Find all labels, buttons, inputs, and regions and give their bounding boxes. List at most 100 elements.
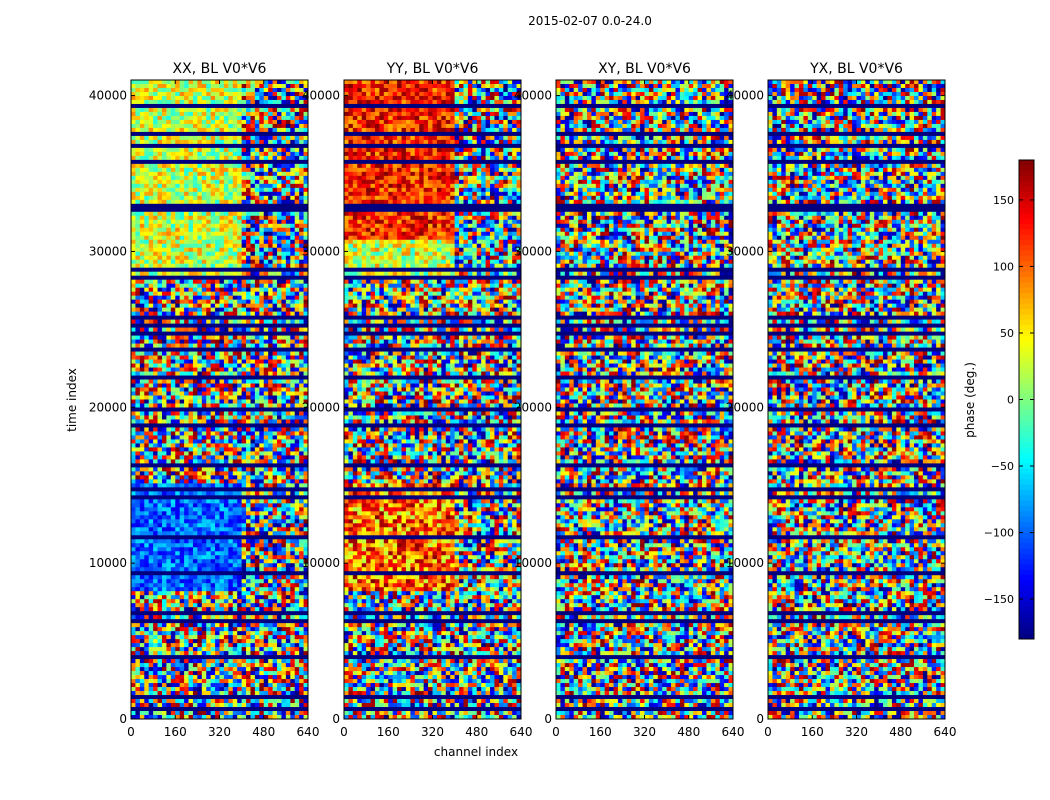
x-tick-label: 640 <box>510 725 533 739</box>
colorbar-segment <box>1019 474 1034 480</box>
x-axis-label: channel index <box>434 745 518 759</box>
colorbar-segment <box>1019 266 1034 273</box>
y-tick-label: 40000 <box>89 89 127 103</box>
x-tick-label: 320 <box>208 725 231 739</box>
colorbar-segment <box>1019 426 1034 432</box>
colorbar-segment <box>1019 468 1034 475</box>
x-tick-label: 0 <box>552 725 560 739</box>
colorbar-segment <box>1019 181 1034 188</box>
colorbar-segment <box>1019 607 1034 613</box>
panel-title: XY, BL V0*V6 <box>598 61 691 77</box>
colorbar-segment <box>1019 548 1034 555</box>
colorbar-segment <box>1019 505 1034 512</box>
colorbar-segment <box>1019 575 1034 581</box>
x-tick-label: 640 <box>722 725 745 739</box>
colorbar-segment <box>1019 436 1034 443</box>
y-tick-label: 0 <box>544 712 552 726</box>
x-tick-label: 480 <box>465 725 488 739</box>
colorbar-segment <box>1019 399 1034 406</box>
colorbar-segment <box>1019 314 1034 321</box>
x-tick-label: 320 <box>845 725 868 739</box>
colorbar-segment <box>1019 298 1034 305</box>
colorbar-segment <box>1019 543 1034 549</box>
colorbar-segment <box>1019 175 1034 182</box>
y-tick-label: 40000 <box>726 89 764 103</box>
colorbar-segment <box>1019 569 1034 576</box>
colorbar-segment <box>1019 383 1034 390</box>
colorbar-segment <box>1019 239 1034 246</box>
colorbar-segment <box>1019 452 1034 459</box>
x-tick-label: 160 <box>589 725 612 739</box>
panel-1: XX, BL V0*V6 0 160 320 480 640 0 10000 20000 3000… <box>89 61 320 739</box>
colorbar-segment <box>1019 213 1034 219</box>
colorbar-segment <box>1019 394 1034 400</box>
y-tick-label: 40000 <box>302 89 340 103</box>
y-tick-label: 10000 <box>726 556 764 570</box>
colorbar-segment <box>1019 511 1034 517</box>
colorbar-segment <box>1019 303 1034 310</box>
colorbar-segment <box>1019 633 1034 640</box>
colorbar-segment <box>1019 372 1034 379</box>
colorbar-segment <box>1019 287 1034 294</box>
colorbar-segment <box>1019 378 1034 384</box>
y-tick-label: 10000 <box>514 556 552 570</box>
colorbar-segment <box>1019 186 1034 193</box>
x-tick-label: 0 <box>764 725 772 739</box>
colorbar-segment <box>1019 362 1034 368</box>
colorbar-segment <box>1019 271 1034 278</box>
colorbar-segment <box>1019 165 1034 172</box>
heatmap-cells <box>768 80 946 720</box>
panel-title: YX, BL V0*V6 <box>809 61 903 77</box>
heatmap-cells <box>556 80 734 720</box>
colorbar-tick-label: −50 <box>991 460 1014 473</box>
y-tick-label: 20000 <box>302 400 340 414</box>
colorbar-segment <box>1019 356 1034 363</box>
x-tick-label: 480 <box>252 725 275 739</box>
x-tick-label: 160 <box>801 725 824 739</box>
y-tick-label: 30000 <box>89 244 127 258</box>
colorbar-segment <box>1019 410 1034 416</box>
colorbar-segment <box>1019 617 1034 624</box>
colorbar-segment <box>1019 223 1034 230</box>
y-tick-label: 10000 <box>89 556 127 570</box>
y-tick-label: 40000 <box>514 89 552 103</box>
colorbar-segment <box>1019 367 1034 374</box>
colorbar-tick-label: 50 <box>1000 327 1014 340</box>
colorbar-segment <box>1019 346 1034 352</box>
colorbar-segment <box>1019 521 1034 528</box>
colorbar-segment <box>1019 218 1034 225</box>
colorbar-tick-label: −150 <box>984 593 1014 606</box>
colorbar-tick-label: 100 <box>993 260 1014 273</box>
y-axis-label: time index <box>65 368 79 432</box>
y-tick-label: 30000 <box>302 244 340 258</box>
colorbar-segment <box>1019 601 1034 608</box>
panel-2: YY, BL V0*V6 0 160 320 480 640 0 10000 20000 3000… <box>302 61 533 739</box>
colorbar-segment <box>1019 580 1034 587</box>
colorbar-segment <box>1019 623 1034 629</box>
colorbar-segment <box>1019 330 1034 337</box>
colorbar-segment <box>1019 431 1034 438</box>
colorbar-segment <box>1019 585 1034 592</box>
colorbar-tick-label: 150 <box>993 194 1014 207</box>
colorbar-segment <box>1019 191 1034 198</box>
colorbar-segment <box>1019 324 1034 331</box>
x-tick-label: 0 <box>340 725 348 739</box>
colorbar-segment <box>1019 628 1034 635</box>
colorbar-segment <box>1019 415 1034 422</box>
colorbar-segment <box>1019 591 1034 597</box>
colorbar-tick-label: −100 <box>984 527 1014 540</box>
colorbar-segment <box>1019 500 1034 507</box>
colorbar-segment <box>1019 245 1034 251</box>
colorbar-segment <box>1019 335 1034 342</box>
y-tick-label: 10000 <box>302 556 340 570</box>
colorbar-segment <box>1019 250 1034 257</box>
colorbar-segment <box>1019 229 1034 235</box>
colorbar-segment <box>1019 340 1034 347</box>
x-tick-label: 160 <box>377 725 400 739</box>
colorbar-segment <box>1019 197 1034 203</box>
colorbar-tick-label: 0 <box>1007 394 1014 407</box>
colorbar: −150 −100 −50 0 50 100 150 phase (deg.) <box>963 159 1035 640</box>
colorbar-segment <box>1019 484 1034 491</box>
